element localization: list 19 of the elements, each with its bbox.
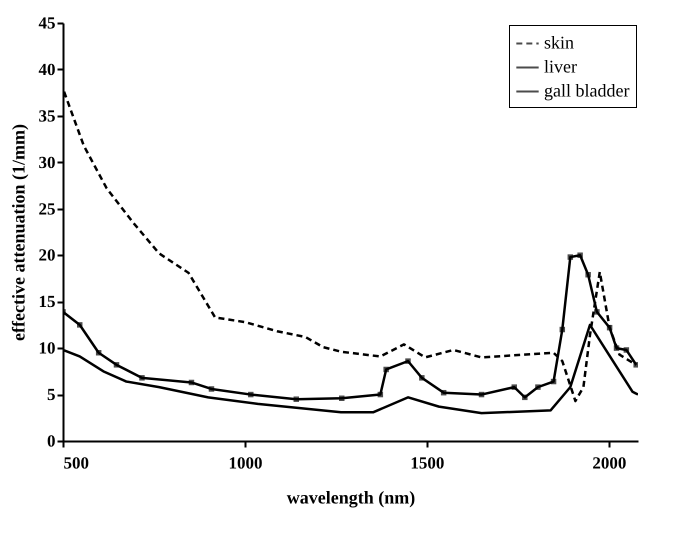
- x-tick-label: 2000: [592, 454, 626, 472]
- x-tick-label: 500: [64, 454, 89, 472]
- y-tick-label: 35: [38, 106, 56, 126]
- y-tick-label: 5: [47, 385, 56, 404]
- y-tick-label: 20: [38, 246, 56, 265]
- y-tick-label: 40: [38, 60, 56, 79]
- y-tick-label: 45: [38, 14, 56, 32]
- x-tick-label: 1500: [410, 454, 444, 472]
- y-tick-label: 25: [38, 199, 56, 218]
- y-axis-title: effective attenuation (1/mm): [8, 124, 28, 341]
- x-axis-title: wavelength (nm): [286, 488, 416, 508]
- y-tick-label: 10: [38, 338, 56, 358]
- legend-label: skin: [544, 32, 574, 52]
- y-tick-label: 0: [47, 432, 56, 450]
- y-tick-label: 30: [38, 152, 56, 172]
- legend-label: gall bladder: [544, 80, 630, 100]
- y-tick-label: 15: [38, 292, 56, 312]
- legend-label: liver: [544, 56, 577, 76]
- x-tick-label: 1000: [228, 454, 262, 472]
